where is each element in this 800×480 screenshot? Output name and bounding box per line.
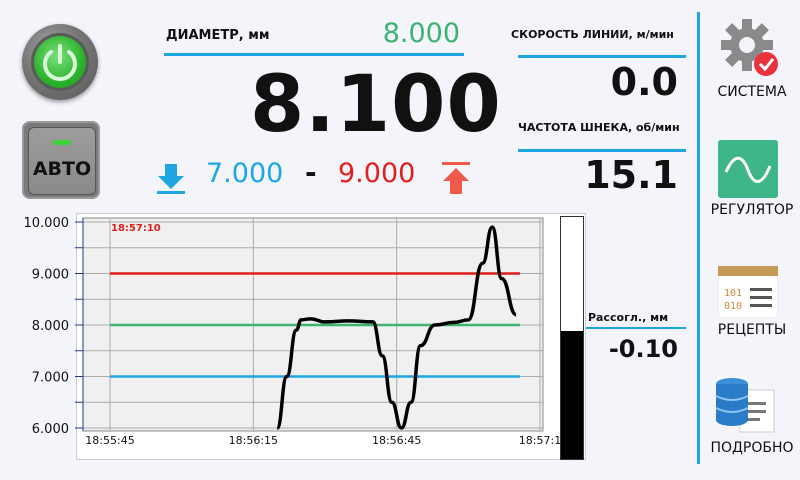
y-tick-label: 6.000 [32,422,69,437]
power-icon [31,33,89,91]
diameter-label: ДИАМЕТР, мм [166,28,270,43]
gear-check-icon [721,19,778,76]
x-tick-label: 18:56:45 [372,434,421,447]
recipe-icon: 101 010 [718,266,778,318]
line-speed-underline [518,55,686,58]
min-arrow-icon [154,160,188,196]
diameter-trend-chart: 10.000 9.000 8.000 7.000 6.000 18:55:45 18:56:… [24,216,562,447]
sidebar-item-label: РЕЦЕПТЫ [717,322,787,338]
x-tick-label: 18:56:15 [229,434,278,447]
sidebar-item-label: ПОДРОБНО [710,440,794,456]
mismatch-bar-fill [561,330,583,459]
screw-freq-underline [518,149,686,152]
svg-text:101: 101 [724,288,742,299]
mismatch-label: Рассогл., мм [588,311,669,324]
screw-freq-value: 15.1 [584,153,678,197]
x-tick-label: 18:57:1 [519,434,561,447]
mismatch-bar [560,216,584,460]
sidebar-item-regulator[interactable]: РЕГУЛЯТОР [702,138,798,222]
auto-mode-button[interactable]: АВТО [22,121,100,199]
sidebar-item-details[interactable]: ПОДРОБНО [702,374,798,460]
y-tick-label: 8.000 [32,319,69,334]
line-speed-value: 0.0 [610,60,678,104]
svg-text:010: 010 [724,301,742,312]
sidebar-divider [697,12,700,464]
diameter-setpoint[interactable]: 8.000 [382,18,460,49]
y-tick-label: 10.000 [24,216,70,231]
sidebar-item-system[interactable]: СИСТЕМА [702,16,798,106]
diameter-min[interactable]: 7.000 [206,158,284,189]
diameter-max[interactable]: 9.000 [338,158,416,189]
line-speed-label: СКОРОСТЬ ЛИНИИ, м/мин [511,28,674,41]
sidebar-item-label: СИСТЕМА [717,84,787,100]
auto-status-led [53,140,71,145]
database-doc-icon [715,378,775,433]
diameter-current-value: 8.100 [250,60,502,150]
chart-timestamp: 18:57:10 [111,223,161,234]
power-button[interactable] [22,24,98,100]
screw-freq-label: ЧАСТОТА ШНЕКА, об/мин [518,121,680,134]
sidebar-item-recipes[interactable]: 101 010 РЕЦЕПТЫ [702,262,798,342]
range-dash: - [305,156,317,189]
y-tick-label: 9.000 [32,268,69,283]
y-tick-label: 7.000 [32,371,69,386]
mismatch-value: -0.10 [608,335,678,363]
mismatch-underline [586,327,686,329]
max-arrow-icon [440,160,472,196]
auto-label: АВТО [32,158,92,180]
wave-icon [718,140,778,198]
diameter-series-line [275,225,518,430]
auto-button-face: АВТО [28,127,96,195]
sidebar-item-label: РЕГУЛЯТОР [710,202,794,218]
x-tick-label: 18:55:45 [85,434,134,447]
diameter-underline [164,53,464,56]
